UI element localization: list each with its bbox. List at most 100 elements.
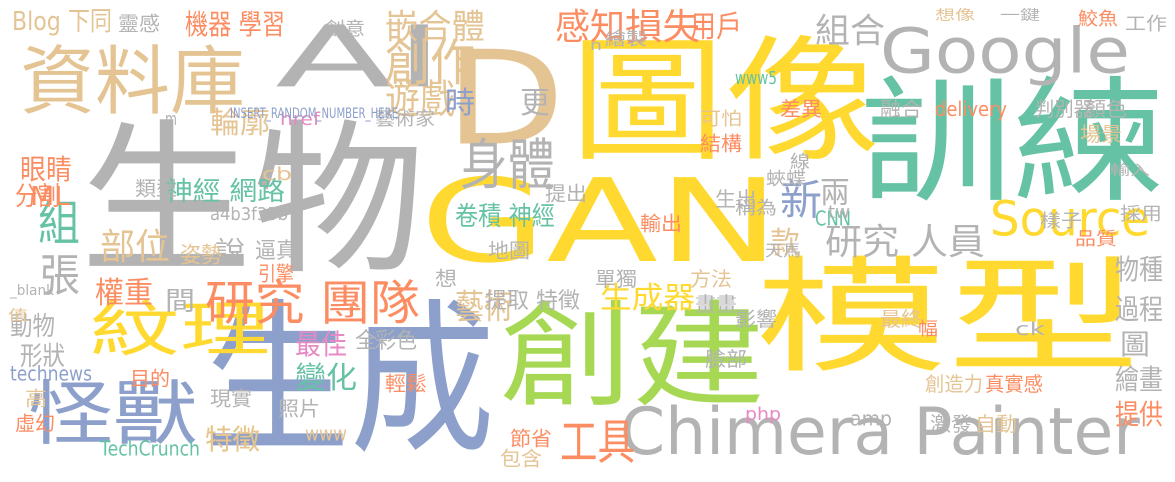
cloud-word: 遊戲	[385, 75, 456, 123]
cloud-word: CNN	[815, 208, 851, 232]
cloud-word: 真實感	[985, 372, 1043, 397]
cloud-word: www	[305, 423, 347, 447]
cloud-word: delivery	[935, 97, 1007, 122]
cloud-word: 採用	[1120, 203, 1163, 225]
cloud-word: 節省	[510, 428, 552, 452]
cloud-word: 繪製	[605, 28, 648, 50]
cloud-word: 工具	[560, 415, 635, 472]
cloud-word: 兩	[820, 177, 851, 212]
cloud-word: 可怕	[700, 108, 743, 130]
cloud-word: 最佳	[295, 327, 347, 361]
cloud-word: 創意	[325, 18, 366, 40]
cloud-word: 特徵	[205, 422, 260, 456]
cloud-word: 姿勢	[180, 242, 222, 269]
cloud-word: 間	[165, 287, 196, 318]
cloud-word: 提取 特徵	[485, 287, 581, 314]
cloud-word: 變化	[295, 362, 358, 397]
cloud-word: 單獨	[595, 267, 637, 292]
cloud-word: 包含	[500, 448, 542, 472]
cloud-word: 款	[770, 227, 801, 262]
cloud-word: 眼睛	[20, 152, 72, 186]
cloud-word: 生成	[205, 286, 495, 478]
cloud-word: 場景	[1080, 122, 1122, 147]
cloud-word: 創建	[500, 290, 766, 425]
cloud-word: Blog 下同	[12, 7, 113, 38]
cloud-word: 生出	[715, 187, 757, 212]
cloud-word: 動物	[10, 312, 55, 343]
cloud-word: n	[590, 38, 603, 54]
cloud-word: 現實	[210, 388, 252, 412]
cloud-word: 用戶	[690, 11, 742, 46]
cloud-word: 創作	[385, 34, 475, 94]
cloud-word: 組	[38, 195, 80, 253]
cloud-word: 值	[8, 308, 28, 324]
cloud-word: 過程	[1115, 292, 1163, 326]
cloud-word: 張	[40, 250, 80, 303]
cloud-word: cb	[262, 163, 293, 185]
cloud-word: 模型	[755, 244, 1140, 391]
cloud-word: 身體	[460, 135, 556, 199]
cloud-word: technews	[10, 363, 93, 387]
cloud-word: 線	[790, 151, 810, 173]
cloud-word: amp	[850, 408, 892, 432]
cloud-word: 稱為	[735, 198, 777, 220]
cloud-word: INSERT_RANDOM_NUMBER_HERE	[230, 106, 398, 122]
cloud-word: 方法	[690, 267, 732, 292]
cloud-word: 判別器	[1035, 97, 1093, 122]
cloud-word: 部位	[100, 227, 171, 269]
cloud-word: 分割	[15, 182, 60, 213]
cloud-word: 形狀	[20, 342, 65, 373]
cloud-word: 臉部	[705, 347, 747, 372]
cloud-word: 樣子	[1040, 210, 1083, 232]
cloud-word: 類型	[135, 178, 177, 202]
cloud-word: 機器 學習	[185, 7, 286, 41]
cloud-word: 藝術家	[375, 108, 436, 130]
cloud-word: 品質	[1075, 228, 1118, 250]
cloud-word: m	[165, 108, 177, 130]
cloud-word: 紋理	[90, 295, 270, 365]
cloud-word: 高	[25, 388, 47, 412]
cloud-word: 新	[780, 175, 822, 225]
cloud-word: 虛幻	[15, 413, 56, 437]
cloud-word: 最終	[880, 307, 922, 332]
cloud-word: _blank	[10, 283, 54, 299]
cloud-word: Google	[880, 14, 1130, 88]
cloud-word: ck	[1015, 318, 1046, 340]
cloud-word: 藝術	[455, 287, 513, 327]
cloud-word: 更	[520, 87, 551, 122]
cloud-word: 差異	[780, 97, 822, 122]
cloud-word: 顏色	[1085, 97, 1127, 122]
cloud-word: 繪畫	[1115, 362, 1163, 396]
cloud-word: 資料庫	[20, 38, 246, 126]
cloud-word: GAN	[420, 155, 780, 289]
cloud-word: ML	[30, 182, 71, 213]
cloud-word: 輸出	[640, 213, 682, 237]
cloud-word: 怪獸	[28, 374, 198, 456]
cloud-word: 研究 人員	[825, 222, 985, 264]
cloud-word: 提出	[545, 183, 587, 207]
cloud-word: 輸入	[1110, 163, 1150, 179]
cloud-word: 想像	[935, 8, 975, 24]
cloud-word: 生成器	[600, 282, 695, 317]
cloud-word: 想	[435, 268, 457, 292]
cloud-word: 鮫魚	[1078, 8, 1119, 30]
cloud-word: Source	[990, 190, 1151, 248]
cloud-word: 目的	[130, 368, 171, 392]
cloud-word: AI	[275, 7, 446, 107]
cloud-word: 權重	[95, 277, 154, 312]
cloud-word: 地圖	[488, 240, 530, 264]
cloud-word: 卷積 神經	[455, 202, 555, 233]
cloud-word: 幅	[918, 318, 938, 340]
cloud-word: www5	[735, 68, 778, 90]
cloud-word: 結構	[700, 133, 742, 157]
cloud-word: 訓練	[860, 63, 1165, 222]
cloud-word: D	[445, 23, 566, 176]
cloud-word: 損失	[625, 7, 701, 49]
cloud-word: 畫畫	[695, 292, 737, 317]
cloud-word: 輪廓	[210, 107, 270, 142]
cloud-word: 提供	[1115, 397, 1163, 431]
cloud-word: TechCrunch	[100, 438, 200, 462]
cloud-word: 神經 網路	[165, 177, 286, 208]
cloud-word: 感知	[555, 7, 626, 49]
